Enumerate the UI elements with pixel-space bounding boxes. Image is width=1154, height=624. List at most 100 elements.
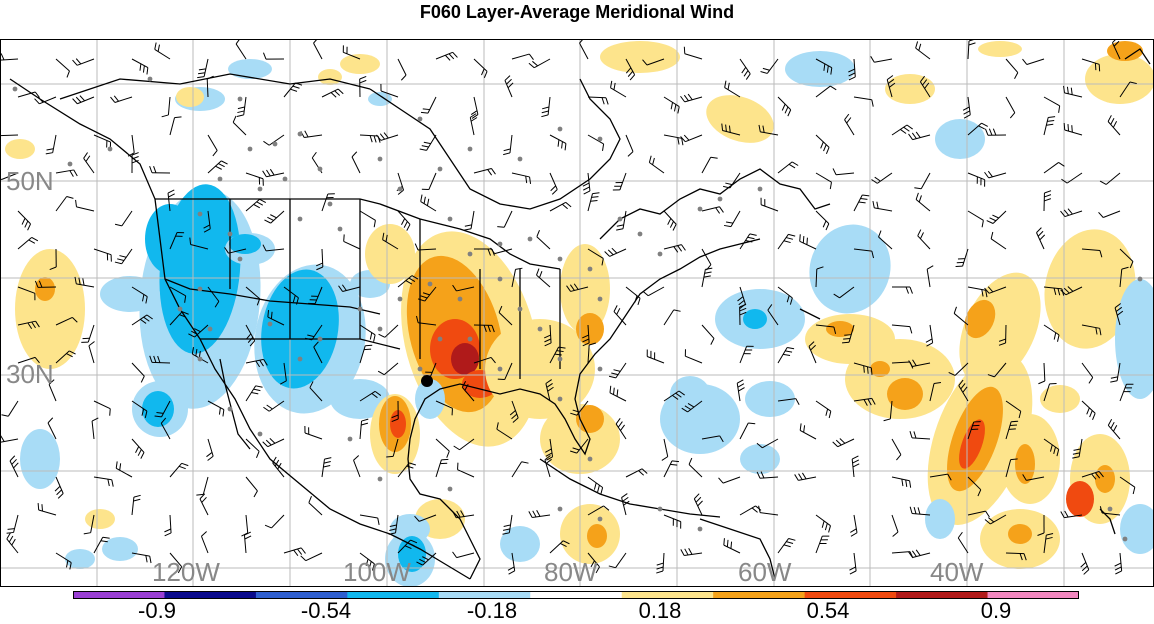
wind-barb	[647, 356, 664, 363]
wind-barb-flag	[982, 123, 988, 126]
station-dot	[698, 527, 703, 532]
wind-barb	[244, 97, 246, 115]
wind-barb-flag	[611, 81, 612, 88]
wind-barb-flag	[256, 386, 263, 387]
wind-barb-flag	[290, 89, 297, 91]
station-dot	[558, 257, 563, 262]
wind-barb	[1027, 59, 1044, 65]
wind-barb-flag	[48, 418, 53, 423]
wind-barb-flag	[562, 142, 563, 149]
wind-barb	[344, 241, 360, 249]
wind-barb	[664, 461, 672, 477]
wind-barb	[8, 401, 18, 416]
wind-barb-flag	[605, 251, 610, 256]
wind-barb-flag	[1036, 228, 1041, 233]
wind-barb	[740, 59, 750, 74]
wind-barb-flag	[843, 338, 850, 339]
wind-barb	[208, 135, 217, 150]
wind-barb-flag	[370, 136, 372, 143]
wind-barb-flag	[529, 54, 533, 60]
wind-barb-flag	[584, 191, 590, 194]
wind-barb-flag	[386, 456, 393, 457]
wind-barb-flag	[263, 442, 268, 447]
station-dot	[588, 457, 593, 462]
wind-barb-flag	[678, 107, 679, 114]
wind-barb	[623, 211, 626, 229]
wind-barb-flag	[264, 220, 270, 223]
wind-barb	[534, 59, 550, 68]
wind-barb-flag	[529, 511, 532, 517]
wind-barb-flag	[761, 72, 768, 74]
wind-barb-flag	[251, 392, 258, 393]
wind-barb	[874, 208, 892, 211]
wind-barb-flag	[254, 204, 260, 207]
wind-barb-flag	[57, 490, 62, 495]
wind-barb	[767, 59, 778, 73]
wind-barb-flag	[611, 373, 618, 375]
wind-barb	[56, 197, 67, 211]
lat-label-30n: 30N	[6, 361, 54, 387]
wind-barb-flag	[542, 107, 549, 109]
wind-barb-flag	[836, 440, 841, 445]
wind-barb	[1103, 211, 1120, 217]
wind-barb-flag	[146, 555, 147, 562]
wind-barb-flag	[219, 408, 220, 415]
wind-barb-flag	[912, 133, 916, 139]
wind-contour-fill	[1066, 481, 1094, 517]
wind-barb-flag	[309, 496, 312, 502]
wind-barb-flag	[726, 222, 733, 223]
wind-barb-flag	[804, 425, 805, 432]
wind-barb-flag	[725, 81, 726, 88]
wind-barb	[845, 120, 854, 135]
wind-barb-flag	[537, 510, 540, 516]
wind-barb-flag	[423, 109, 430, 110]
wind-contour-fill	[600, 41, 680, 73]
wind-barb	[537, 237, 550, 249]
wind-barb-flag	[374, 136, 376, 143]
wind-barb-flag	[354, 456, 359, 461]
wind-barb	[731, 211, 740, 227]
wind-barb-flag	[630, 75, 635, 80]
station-dot	[468, 252, 473, 257]
wind-barb-flag	[453, 552, 457, 558]
wind-barb-flag	[84, 533, 91, 534]
wind-barb-flag	[422, 146, 429, 147]
wind-barb-flag	[689, 458, 692, 464]
wind-barb-flag	[103, 537, 110, 538]
wind-barb-flag	[114, 96, 118, 101]
wind-barb-flag	[323, 465, 330, 467]
wind-barb-flag	[168, 194, 174, 197]
wind-barb-flag	[47, 149, 54, 150]
wind-barb-flag	[84, 152, 88, 158]
wind-barb	[246, 515, 248, 533]
wind-barb-flag	[918, 230, 921, 236]
wind-barb-flag	[603, 144, 604, 151]
wind-barb-flag	[862, 195, 869, 196]
station-dot	[428, 282, 433, 287]
wind-barb	[649, 162, 664, 173]
wind-barb-flag	[963, 107, 969, 110]
wind-barb-flag	[845, 114, 849, 120]
wind-barb-flag	[918, 507, 920, 514]
wind-barb	[92, 421, 94, 439]
wind-barb-flag	[1058, 335, 1060, 342]
wind-barb	[912, 438, 930, 439]
wind-barb-flag	[1111, 118, 1114, 124]
wind-barb	[360, 515, 378, 518]
wind-barb-flag	[218, 164, 224, 167]
wind-barb-flag	[986, 511, 990, 517]
station-dot	[258, 432, 263, 437]
wind-barb-flag	[910, 507, 912, 514]
wind-barb-flag	[910, 287, 912, 294]
wind-barb	[854, 97, 872, 100]
wind-barb-flag	[7, 533, 11, 539]
wind-barb-flag	[873, 201, 874, 208]
wind-barb-flag	[788, 110, 791, 116]
wind-barb-flag	[453, 52, 458, 57]
wind-barb	[309, 503, 322, 515]
wind-barb-flag	[785, 107, 788, 113]
location-marker-dot	[421, 375, 433, 387]
wind-barb-flag	[672, 461, 679, 462]
wind-barb-flag	[199, 69, 206, 70]
station-dot	[458, 297, 463, 302]
